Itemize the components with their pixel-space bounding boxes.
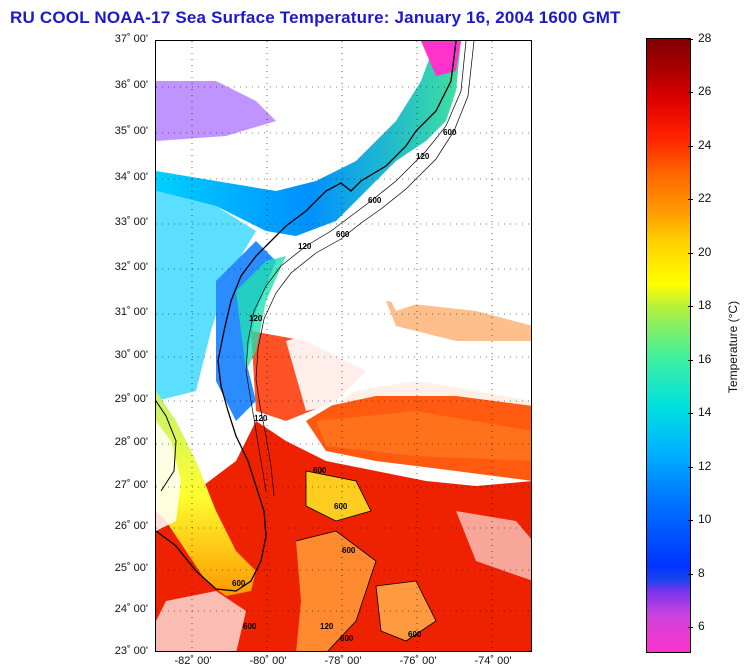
florida-land xyxy=(156,421,181,531)
warm-streak xyxy=(316,411,531,461)
purple-cold-patch xyxy=(156,81,276,141)
lat-label-37: 37˚ 00' xyxy=(114,33,148,45)
isobath-label: 120 xyxy=(416,152,430,161)
colorbar-tick: 22 xyxy=(698,191,712,205)
florida-shelf xyxy=(156,391,256,596)
colorbar-tick: 20 xyxy=(698,245,712,259)
lat-label-31: 31˚ 00' xyxy=(114,306,148,318)
lat-label-32: 32˚ 00' xyxy=(114,261,148,273)
isobath-label: 120 xyxy=(254,414,268,423)
lat-label-24: 24˚ 00' xyxy=(114,603,148,615)
florida-west-coast xyxy=(156,400,177,492)
isobath-600 xyxy=(255,41,475,497)
colorbar-tick: 26 xyxy=(698,84,712,98)
bahama-bank-east xyxy=(376,581,436,641)
lat-label-27: 27˚ 00' xyxy=(114,479,148,491)
colorbar-tick: 14 xyxy=(698,405,712,419)
isobath-label: 120 xyxy=(298,242,312,251)
lat-label-26: 26˚ 00' xyxy=(114,520,148,532)
lon-label-80: -80˚ 00' xyxy=(249,655,287,667)
lon-label-78: -78˚ 00' xyxy=(324,655,362,667)
isobath-label: 600 xyxy=(368,196,382,205)
scattered-warm xyxy=(386,301,531,341)
lat-label-35: 35˚ 00' xyxy=(114,125,148,137)
cloud-band xyxy=(286,321,531,411)
cloud-southwest xyxy=(156,591,246,651)
isobath-label: 120 xyxy=(320,622,334,631)
lat-label-23: 23˚ 00' xyxy=(114,645,148,657)
cloud-east xyxy=(456,511,531,581)
cold-shelf-north xyxy=(156,41,461,236)
colorbar-tick: 10 xyxy=(698,512,712,526)
isobath-label: 600 xyxy=(334,502,348,511)
lon-label-76: -76˚ 00' xyxy=(399,655,437,667)
lat-label-30: 30˚ 00' xyxy=(114,349,148,361)
coastline xyxy=(156,41,457,592)
cold-shelf-west xyxy=(156,191,256,401)
isobath-label: 600 xyxy=(232,579,246,588)
colorbar-tick: 12 xyxy=(698,459,712,473)
lat-label-29: 29˚ 00' xyxy=(114,393,148,405)
lon-label-74: -74˚ 00' xyxy=(474,655,512,667)
isobath-120 xyxy=(245,41,467,492)
map-title: RU COOL NOAA-17 Sea Surface Temperature:… xyxy=(10,8,621,27)
temperature-colorbar xyxy=(646,38,691,653)
isobath-label: 600 xyxy=(342,546,356,555)
isobath-label: 600 xyxy=(313,466,327,475)
lat-label-36: 36˚ 00' xyxy=(114,79,148,91)
colorbar-tick: 28 xyxy=(698,31,712,45)
shelf-edge xyxy=(236,256,286,371)
lat-label-33: 33˚ 00' xyxy=(114,216,148,228)
sst-map-svg: 600 120 600 120 600 120 120 600 600 600 … xyxy=(156,41,531,651)
warm-water-south xyxy=(156,421,531,651)
isobath-label: 600 xyxy=(443,128,457,137)
colorbar-tick: 6 xyxy=(698,619,705,633)
lat-label-25: 25˚ 00' xyxy=(114,562,148,574)
colorbar-tick: 24 xyxy=(698,138,712,152)
sst-map: 600 120 600 120 600 120 120 600 600 600 … xyxy=(155,40,532,652)
lon-label-82: -82˚ 00' xyxy=(174,655,212,667)
bahamas-outline xyxy=(295,470,437,651)
isobath-label: 600 xyxy=(336,230,350,239)
lat-label-34: 34˚ 00' xyxy=(114,171,148,183)
graticule xyxy=(156,41,531,651)
isobath-label: 600 xyxy=(408,630,422,639)
isobath-label: 600 xyxy=(340,634,354,643)
lat-label-28: 28˚ 00' xyxy=(114,436,148,448)
colorbar-tick: 16 xyxy=(698,352,712,366)
isobath-label: 120 xyxy=(249,314,263,323)
isobath-label: 600 xyxy=(243,622,257,631)
little-bahama-bank xyxy=(306,471,371,521)
colorbar-label: Temperature (°C) xyxy=(726,300,740,394)
colorbar-tick: 18 xyxy=(698,298,712,312)
colorbar-tick: 8 xyxy=(698,566,705,580)
magenta-patch xyxy=(421,41,461,76)
cloud-north xyxy=(366,211,531,311)
